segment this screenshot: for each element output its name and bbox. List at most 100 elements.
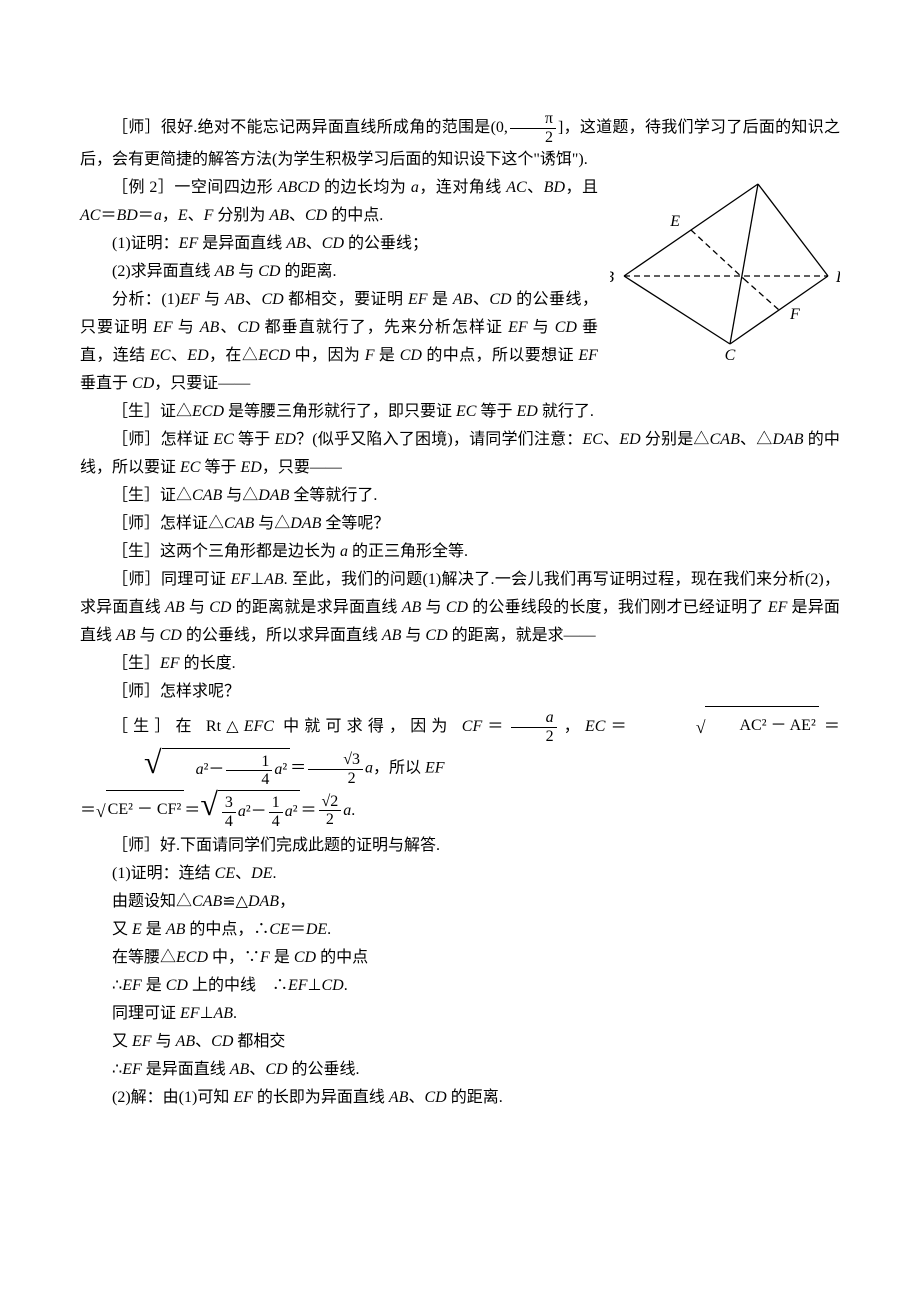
text: ∴ [112, 1061, 122, 1078]
text: ［师］怎样求呢？ [112, 683, 240, 700]
var: AB [165, 599, 185, 616]
frac-1-4b: 14 [269, 794, 283, 830]
var: DE [306, 921, 327, 938]
var: EC [456, 403, 476, 420]
text: ， [162, 207, 178, 224]
text: ，且 [565, 179, 598, 196]
text: ［师］同理可证 [112, 571, 231, 588]
var: AB [166, 921, 186, 938]
para-12: ［生］EF 的长度. [80, 650, 840, 678]
text: 与 [173, 319, 200, 336]
text: 、 [170, 347, 187, 364]
text: ［生］ [112, 655, 160, 672]
var: AB [200, 319, 220, 336]
text: ＝ [290, 921, 306, 938]
var: a [411, 179, 419, 196]
svg-text:D: D [835, 269, 840, 286]
var: EF [122, 1061, 142, 1078]
frac-den: 4 [222, 813, 236, 831]
text: 分别是△ [641, 431, 710, 448]
var: CD [160, 627, 182, 644]
text: 上的中线 ∴ [188, 977, 288, 994]
para-15: ＝√CE² － CF²＝√34a²－14a²＝√22a. [80, 790, 840, 832]
text: 中，∵ [208, 949, 260, 966]
frac-a-2: a2 [511, 709, 557, 745]
var: E [132, 921, 142, 938]
text: ， [279, 893, 295, 910]
var: AC [506, 179, 526, 196]
para-20: 在等腰△ECD 中，∵F 是 CD 的中点 [80, 944, 840, 972]
text: 等于 [200, 459, 240, 476]
text: 全等呢？ [321, 515, 389, 532]
var: CD [211, 1033, 233, 1050]
text: . [327, 921, 331, 938]
text: ＝ [605, 718, 631, 735]
text: ²－ [204, 761, 225, 778]
text: ［生］这两个三角形都是边长为 [112, 543, 340, 560]
var: AB [230, 1061, 250, 1078]
svg-text:C: C [725, 347, 736, 363]
text: (1)证明： [112, 235, 179, 252]
svg-text:A: A [750, 178, 761, 182]
var: CF [462, 718, 482, 735]
para-21: ∴EF 是 CD 上的中线 ∴EF⊥CD. [80, 972, 840, 1000]
text: 是 [374, 347, 399, 364]
para-10: ［生］这两个三角形都是边长为 a 的正三角形全等. [80, 538, 840, 566]
var: ECD [192, 403, 224, 420]
text: ，在△ [209, 347, 259, 364]
frac-den: 2 [510, 129, 556, 147]
text: 、 [472, 291, 489, 308]
text: ＝ [100, 207, 116, 224]
text: 、 [306, 235, 322, 252]
var: DE [251, 865, 272, 882]
var: AB [225, 291, 245, 308]
var: CD [209, 599, 231, 616]
text: 中，因为 [290, 347, 364, 364]
var: CD [322, 235, 344, 252]
var: AB [214, 1005, 234, 1022]
var: EC [150, 347, 170, 364]
var: EF [508, 319, 528, 336]
text: 、 [235, 865, 251, 882]
var: CD [321, 977, 343, 994]
text: ⊥ [200, 1005, 214, 1022]
text: 与 [528, 319, 555, 336]
svg-text:E: E [669, 213, 680, 230]
var: AC [80, 207, 100, 224]
var: CE [269, 921, 289, 938]
var: EF [180, 291, 200, 308]
sqrt-expr: √AC² － AE² [632, 706, 819, 748]
text: ［例 2］一空间四边形 [112, 179, 278, 196]
var: AB [264, 571, 284, 588]
sqrt-expr-2: √a²－14a² [80, 748, 290, 789]
var: EF [122, 977, 142, 994]
text: ＝ [184, 802, 200, 819]
text: 与 [200, 291, 225, 308]
text: 的公垂线； [344, 235, 428, 252]
var: EF [132, 1033, 152, 1050]
svg-text:B: B [610, 269, 614, 286]
para-13: ［师］怎样求呢？ [80, 678, 840, 706]
para-22: 同理可证 EF⊥AB. [80, 1000, 840, 1028]
text: . [272, 865, 276, 882]
text: ⊥ [308, 977, 322, 994]
para-6: ［生］证△ECD 是等腰三角形就行了，即只要证 EC 等于 ED 就行了. [80, 398, 840, 426]
text: 与△ [222, 487, 258, 504]
var: EC [585, 718, 605, 735]
var: AB [453, 291, 473, 308]
var: AB [215, 263, 235, 280]
text: 、 [527, 179, 544, 196]
var: CD [166, 977, 188, 994]
frac-num: 3 [222, 794, 236, 813]
var: F [204, 207, 214, 224]
text: 分析：(1) [112, 291, 180, 308]
text: ²－ [246, 803, 267, 820]
text: 与 [401, 627, 425, 644]
text: 的距离. [447, 1089, 503, 1106]
para-11: ［师］同理可证 EF⊥AB. 至此，我们的问题(1)解决了.一会儿我们再写证明过… [80, 566, 840, 650]
var: CD [262, 291, 284, 308]
var: CD [294, 949, 316, 966]
var: AB [116, 627, 136, 644]
para-7: ［师］怎样证 EC 等于 ED？(似乎又陷入了困境)，请同学们注意：EC、ED … [80, 426, 840, 482]
text: 同理可证 [112, 1005, 180, 1022]
